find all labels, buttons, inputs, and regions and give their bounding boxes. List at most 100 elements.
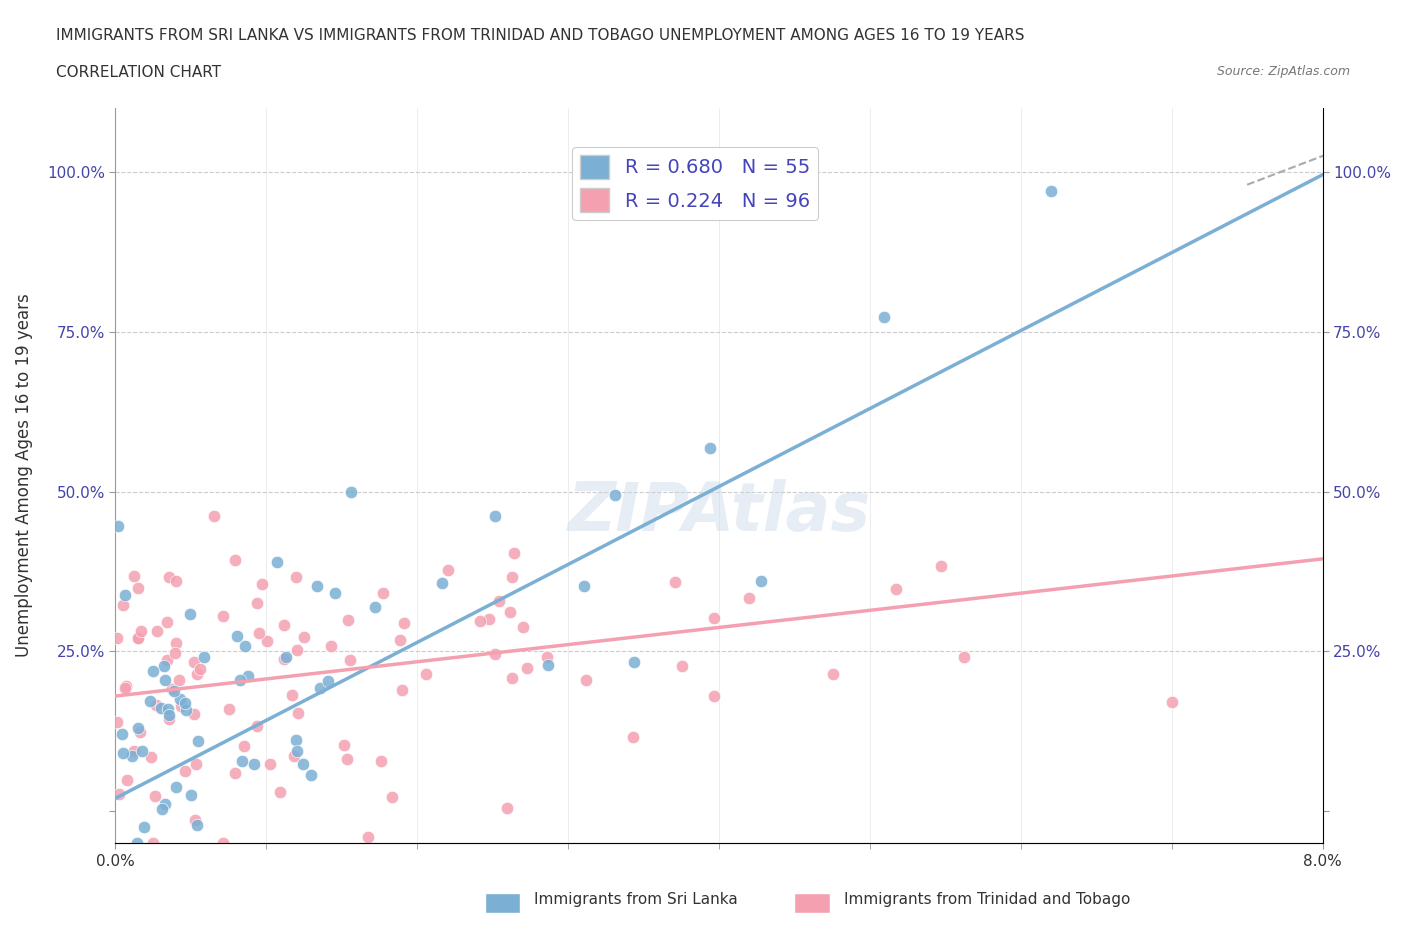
Point (183, 707, 205, 722)
Point (537, 658, 560, 672)
Point (174, 695, 197, 710)
Point (357, 830, 380, 844)
Point (536, 649, 558, 664)
Point (184, 813, 207, 828)
Point (170, 698, 193, 713)
Point (299, 768, 322, 783)
Point (226, 629, 249, 644)
Point (139, 750, 162, 764)
Point (111, 745, 134, 760)
Point (323, 586, 346, 601)
Point (115, 679, 138, 694)
Point (115, 773, 138, 788)
Point (430, 576, 453, 591)
Point (605, 487, 627, 502)
Point (364, 599, 387, 614)
Point (373, 586, 395, 601)
Point (274, 649, 297, 664)
Point (339, 653, 361, 668)
Point (132, 819, 155, 834)
Point (204, 509, 226, 524)
Text: IMMIGRANTS FROM SRI LANKA VS IMMIGRANTS FROM TRINIDAD AND TOBAGO UNEMPLOYMENT AM: IMMIGRANTS FROM SRI LANKA VS IMMIGRANTS … (56, 28, 1025, 43)
Point (169, 692, 191, 707)
Point (333, 738, 356, 753)
Point (211, 836, 233, 851)
Point (281, 688, 304, 703)
Point (499, 604, 522, 619)
Point (218, 701, 240, 716)
Point (183, 655, 205, 670)
Point (111, 597, 134, 612)
Point (114, 681, 136, 696)
Point (111, 727, 134, 742)
Point (188, 662, 211, 677)
Point (229, 673, 252, 688)
Point (285, 642, 308, 657)
Point (122, 569, 145, 584)
Point (821, 667, 844, 682)
Point (236, 669, 259, 684)
Point (703, 611, 725, 626)
Point (484, 646, 506, 661)
Point (107, 519, 129, 534)
Point (488, 593, 510, 608)
Point (146, 623, 169, 638)
Point (160, 682, 183, 697)
Point (224, 765, 246, 780)
Point (269, 785, 291, 800)
Point (501, 671, 523, 685)
Point (953, 650, 976, 665)
Point (174, 702, 197, 717)
Point (336, 612, 359, 627)
Point (340, 485, 363, 499)
Point (291, 756, 314, 771)
Point (187, 734, 209, 749)
Text: Immigrants from Trinidad and Tobago: Immigrants from Trinidad and Tobago (844, 892, 1130, 907)
Point (186, 667, 208, 682)
Point (173, 764, 195, 778)
Point (266, 555, 288, 570)
Point (243, 757, 266, 772)
Point (284, 569, 307, 584)
Point (512, 619, 534, 634)
Point (142, 836, 165, 851)
Point (157, 570, 180, 585)
Point (153, 658, 176, 673)
Point (224, 552, 246, 567)
Point (155, 796, 177, 811)
Point (246, 595, 269, 610)
Point (149, 700, 172, 715)
Point (738, 591, 761, 605)
Point (247, 626, 270, 641)
Point (122, 744, 145, 759)
Point (121, 749, 143, 764)
Point (184, 756, 207, 771)
Text: Source: ZipAtlas.com: Source: ZipAtlas.com (1216, 65, 1350, 78)
Point (157, 708, 180, 723)
Point (139, 694, 162, 709)
Point (929, 558, 952, 573)
Point (292, 630, 315, 644)
Point (233, 639, 256, 654)
Point (502, 546, 524, 561)
Point (145, 698, 167, 712)
Point (336, 751, 359, 766)
Point (250, 577, 273, 591)
Point (127, 836, 149, 851)
Point (501, 569, 523, 584)
Point (319, 639, 342, 654)
Point (165, 574, 187, 589)
Point (180, 788, 202, 803)
Point (886, 582, 908, 597)
Point (285, 733, 308, 748)
Point (129, 724, 152, 739)
Point (285, 744, 308, 759)
Point (516, 661, 538, 676)
Point (211, 609, 233, 624)
Text: ZIPAtlas: ZIPAtlas (568, 479, 870, 545)
Point (273, 618, 295, 632)
Point (283, 749, 305, 764)
Point (114, 588, 136, 603)
Point (287, 706, 309, 721)
Point (127, 631, 149, 645)
